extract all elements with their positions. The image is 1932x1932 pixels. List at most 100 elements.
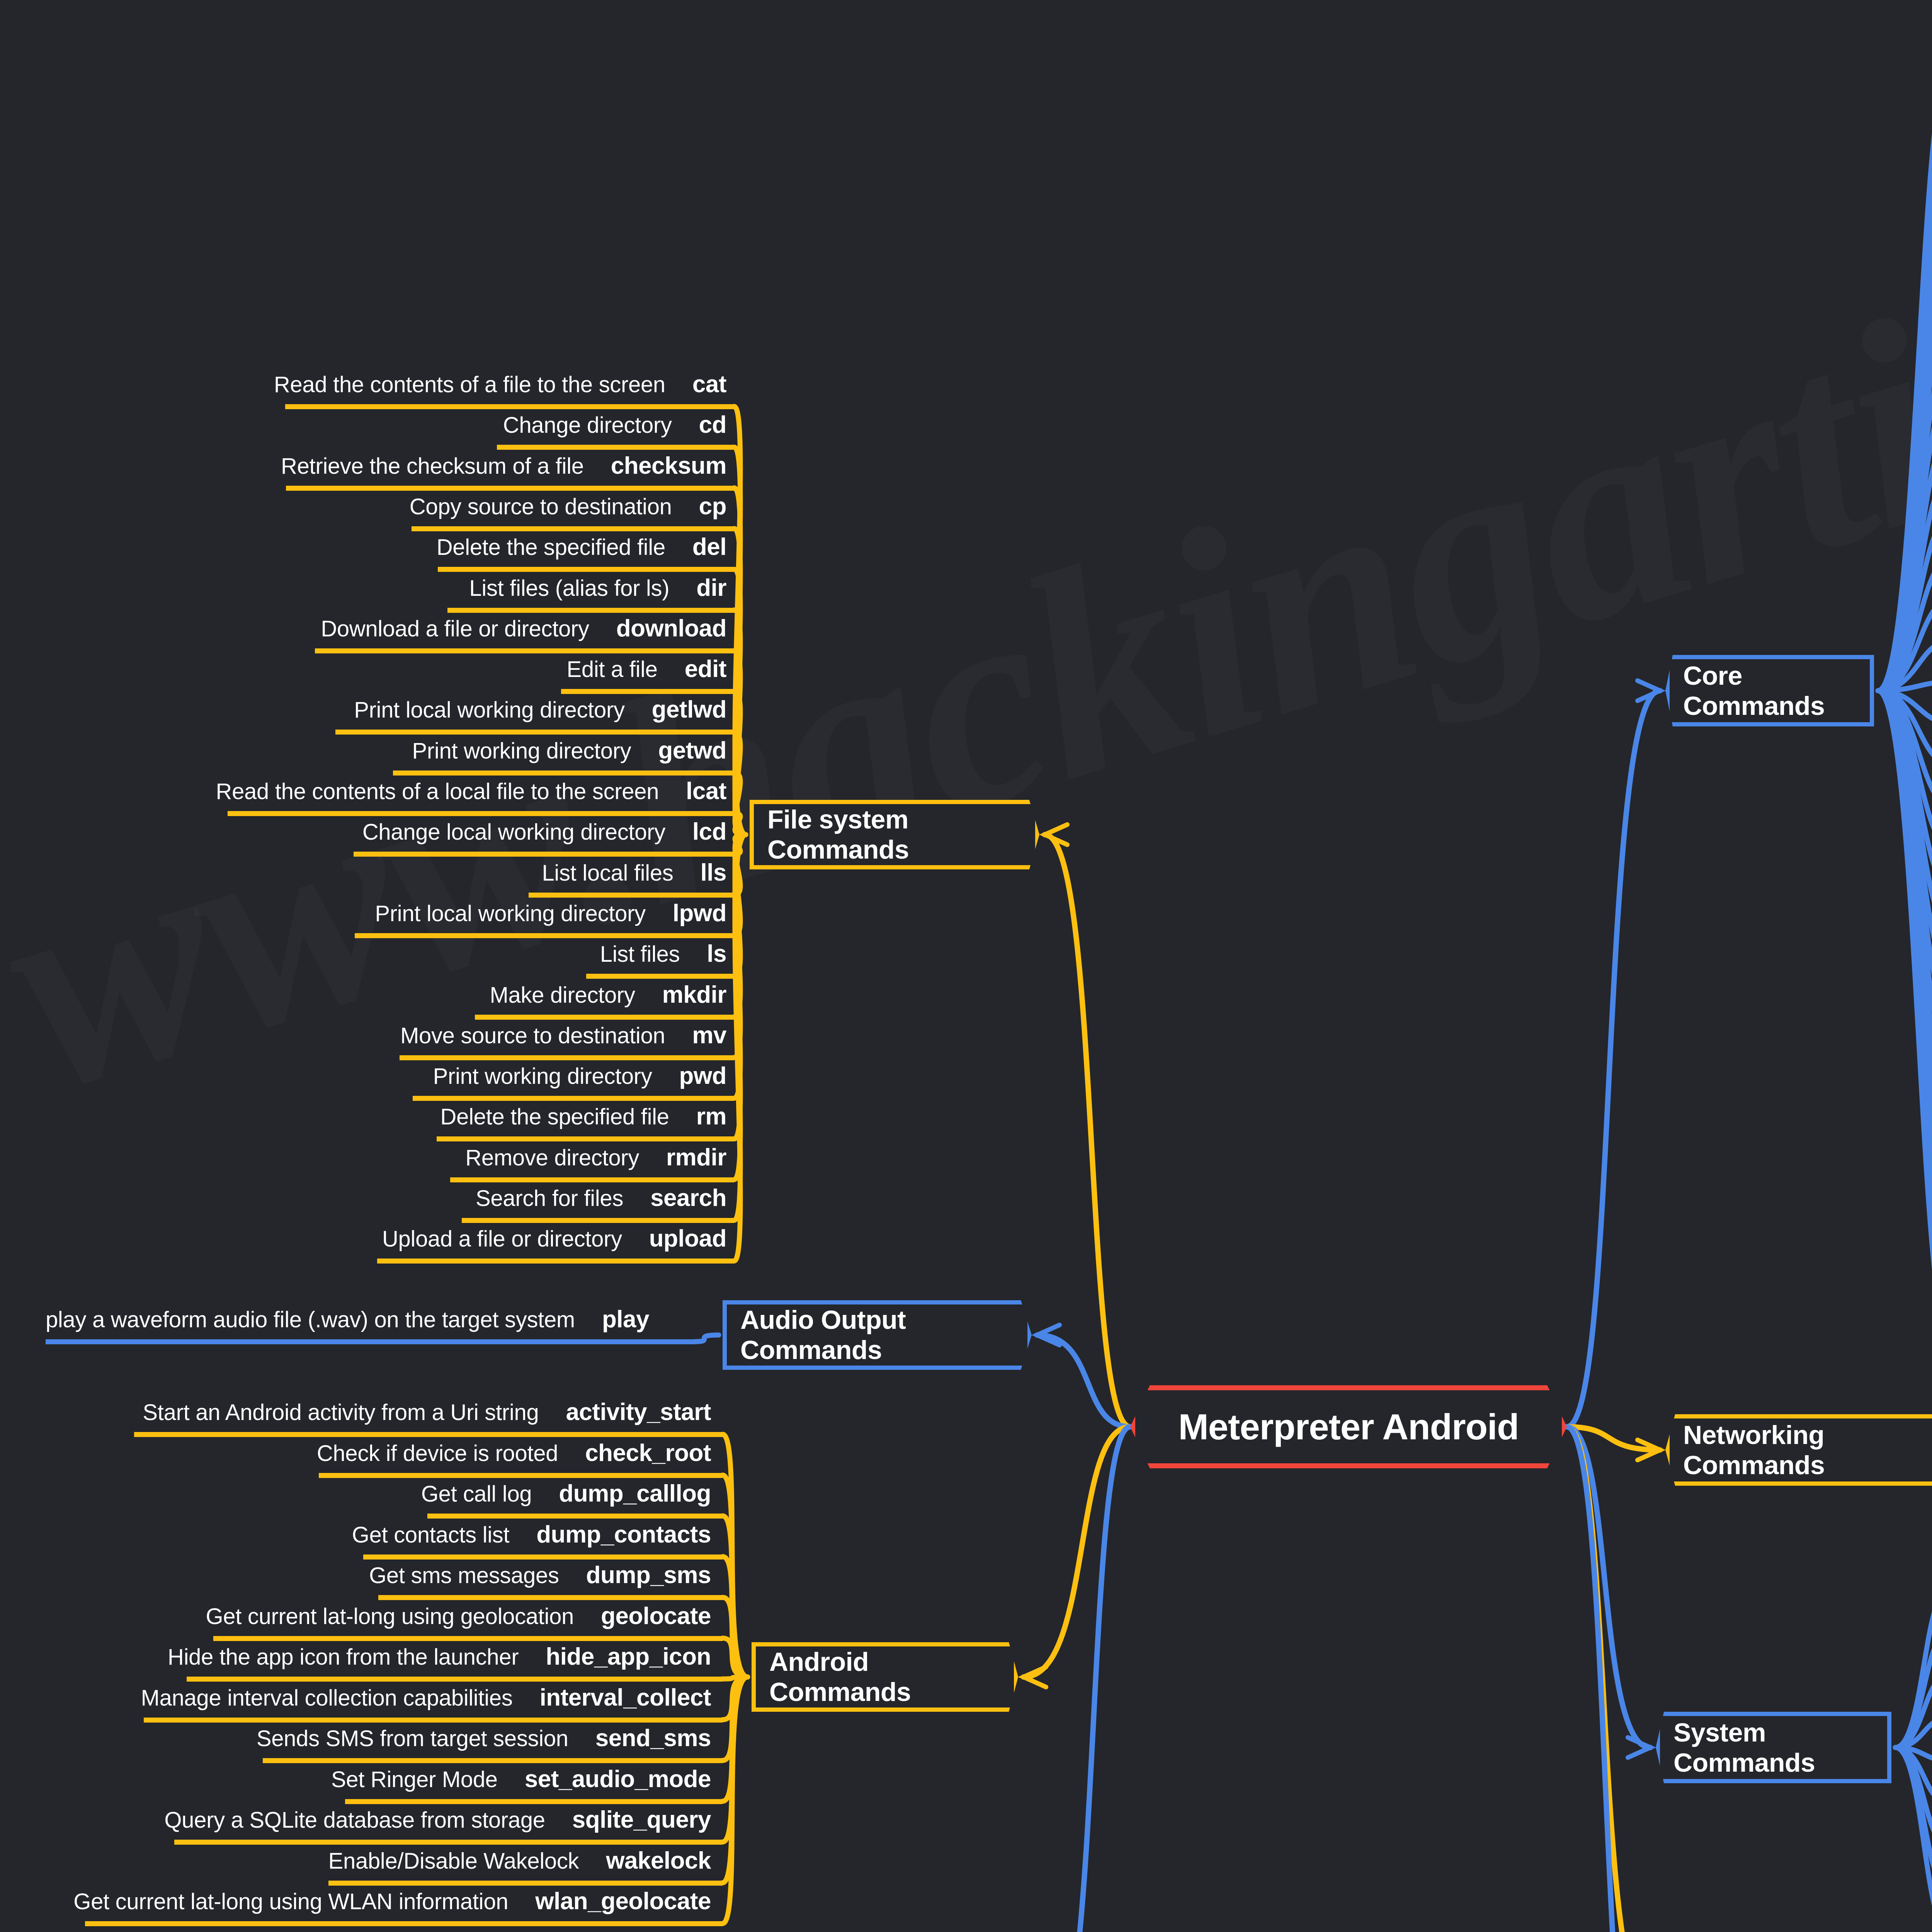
leaf-command-name: pwd [679,1063,727,1090]
branch-hex-outline [1656,1712,1891,1783]
leaf-filesystem-del[interactable]: Delete the specified file del [437,522,727,561]
leaf-command-description: Read the contents of a file to the scree… [274,372,665,397]
center-node-meterpreter-android[interactable]: Meterpreter Android [1130,1385,1567,1468]
leaf-command-name: del [692,534,727,561]
leaf-underline [474,1014,734,1020]
branch-hex-outline [1665,655,1874,726]
leaf-android-dump_calllog[interactable]: Get call log dump_calllog [421,1469,711,1507]
leaf-command-name: download [616,615,727,642]
leaf-command-name: sqlite_query [572,1806,711,1833]
leaf-filesystem-download[interactable]: Download a file or directory download [321,604,726,642]
underline-yellow-segment [355,933,734,938]
leaf-filesystem-lpwd[interactable]: Print local working directory lpwd [375,888,726,927]
leaf-command-description: Read the contents of a local file to the… [216,779,659,804]
leaf-underline [186,1677,723,1682]
leaf-filesystem-dir[interactable]: List files (alias for ls) dir [469,563,726,602]
leaf-android-wlan_geolocate[interactable]: Get current lat-long using WLAN informat… [73,1876,711,1915]
leaf-command-description: Get current lat-long using geolocation [206,1604,574,1629]
branch-node-networking[interactable]: Networking Commands [1665,1414,1932,1486]
underline-yellow-segment [186,1677,723,1682]
underline-yellow-segment [447,607,734,613]
leaf-android-activity_start[interactable]: Start an Android activity from a Uri str… [143,1387,711,1426]
underline-yellow-segment [227,811,734,816]
underline-yellow-segment [378,1595,723,1600]
underline-yellow-segment [315,648,734,653]
leaf-command-name: play [602,1306,650,1333]
leaf-underline [447,607,734,613]
leaf-filesystem-lcat[interactable]: Read the contents of a local file to the… [216,766,727,805]
branch-node-system[interactable]: System Commands [1656,1712,1891,1783]
leaf-android-dump_sms[interactable]: Get sms messages dump_sms [369,1550,711,1589]
leaf-filesystem-mkdir[interactable]: Make directory mkdir [490,970,727,1009]
leaf-filesystem-mv[interactable]: Move source to destination mv [400,1010,726,1049]
leaf-android-dump_contacts[interactable]: Get contacts list dump_contacts [352,1510,711,1548]
leaf-android-set_audio_mode[interactable]: Set Ringer Mode set_audio_mode [331,1754,711,1793]
leaf-command-description: Remove directory [465,1145,639,1170]
leaf-underline [319,1473,723,1478]
underline-yellow-segment [345,1799,723,1804]
leaf-underline [412,1096,734,1101]
leaf-underline [378,1595,723,1600]
underline-yellow-segment [412,526,734,531]
leaf-command-description: Upload a file or directory [382,1226,622,1252]
leaf-underline [143,1717,723,1723]
leaf-command-name: rm [696,1103,727,1130]
leaf-underline [262,1758,723,1763]
leaf-command-name: set_audio_mode [524,1765,711,1793]
underline-yellow-segment [436,1136,734,1142]
leaf-filesystem-edit[interactable]: Edit a file edit [566,644,726,683]
leaf-android-interval_collect[interactable]: Manage interval collection capabilities i… [141,1673,711,1711]
leaf-android-send_sms[interactable]: Sends SMS from target session send_sms [257,1713,711,1752]
leaf-android-hide_app_icon[interactable]: Hide the app icon from the launcher hide_… [168,1632,711,1670]
underline-yellow-segment [474,1014,734,1020]
branch-node-audio[interactable]: Audio Output Commands [723,1300,1032,1370]
leaf-command-description: play a waveform audio file (.wav) on the… [45,1307,575,1332]
leaf-command-description: Search for files [476,1186,624,1211]
leaf-filesystem-checksum[interactable]: Retrieve the checksum of a file checksum [281,441,727,480]
branch-node-core[interactable]: Core Commands [1665,655,1874,726]
leaf-underline [353,852,734,857]
leaf-android-sqlite_query[interactable]: Query a SQLite database from storage sqli… [164,1795,711,1833]
leaf-underline [45,1339,696,1344]
branch-node-filesystem[interactable]: File system Commands [750,800,1039,869]
leaf-filesystem-rmdir[interactable]: Remove directory rmdir [465,1133,726,1171]
leaf-underline [227,811,734,816]
leaf-command-name: mv [692,1022,726,1049]
leaf-underline [393,770,734,776]
leaf-underline [461,1218,734,1223]
leaf-filesystem-rm[interactable]: Delete the specified file rm [440,1092,727,1130]
branch-node-android[interactable]: Android Commands [752,1642,1018,1712]
leaf-filesystem-lls[interactable]: List local files lls [542,848,726,886]
center-node-label: Meterpreter Android [1178,1406,1519,1447]
leaf-filesystem-cp[interactable]: Copy source to destination cp [410,481,727,520]
leaf-filesystem-upload[interactable]: Upload a file or directory upload [382,1214,727,1252]
leaf-filesystem-pwd[interactable]: Print working directory pwd [433,1051,727,1090]
underline-yellow-segment [353,852,734,857]
leaf-command-description: List local files [542,860,673,886]
leaf-android-check_root[interactable]: Check if device is rooted check_root [317,1428,711,1467]
leaf-filesystem-getlwd[interactable]: Print local working directory getlwd [354,685,726,723]
leaf-filesystem-getwd[interactable]: Print working directory getwd [412,726,727,764]
leaf-android-geolocate[interactable]: Get current lat-long using geolocation ge… [206,1591,711,1630]
underline-yellow-segment [561,689,734,694]
branch-node-label: Android Commands [769,1647,911,1707]
leaf-audio-play[interactable]: play a waveform audio file (.wav) on the… [45,1294,650,1333]
leaf-command-description: Get contacts list [352,1522,510,1548]
leaf-command-description: Query a SQLite database from storage [164,1808,545,1833]
branch-node-label: Core Commands [1683,661,1825,721]
leaf-underline [363,1554,723,1560]
leaf-filesystem-cat[interactable]: Read the contents of a file to the scree… [274,359,727,398]
leaf-underline [355,933,734,938]
underline-blue-segment [45,1339,696,1344]
leaf-command-name: getlwd [651,696,727,723]
leaf-command-name: check_root [585,1439,711,1466]
leaf-filesystem-cd[interactable]: Change directory cd [503,400,727,439]
leaf-filesystem-search[interactable]: Search for files search [476,1173,726,1212]
leaf-android-wakelock[interactable]: Enable/Disable Wakelock wakelock [328,1836,711,1874]
leaf-filesystem-lcd[interactable]: Change local working directory lcd [362,807,727,845]
leaf-filesystem-ls[interactable]: List files ls [600,929,727,968]
leaf-command-description: Move source to destination [400,1023,665,1048]
leaf-command-description: Hide the app icon from the launcher [168,1645,519,1670]
leaf-command-name: rmdir [666,1144,726,1171]
leaf-underline [412,526,734,531]
